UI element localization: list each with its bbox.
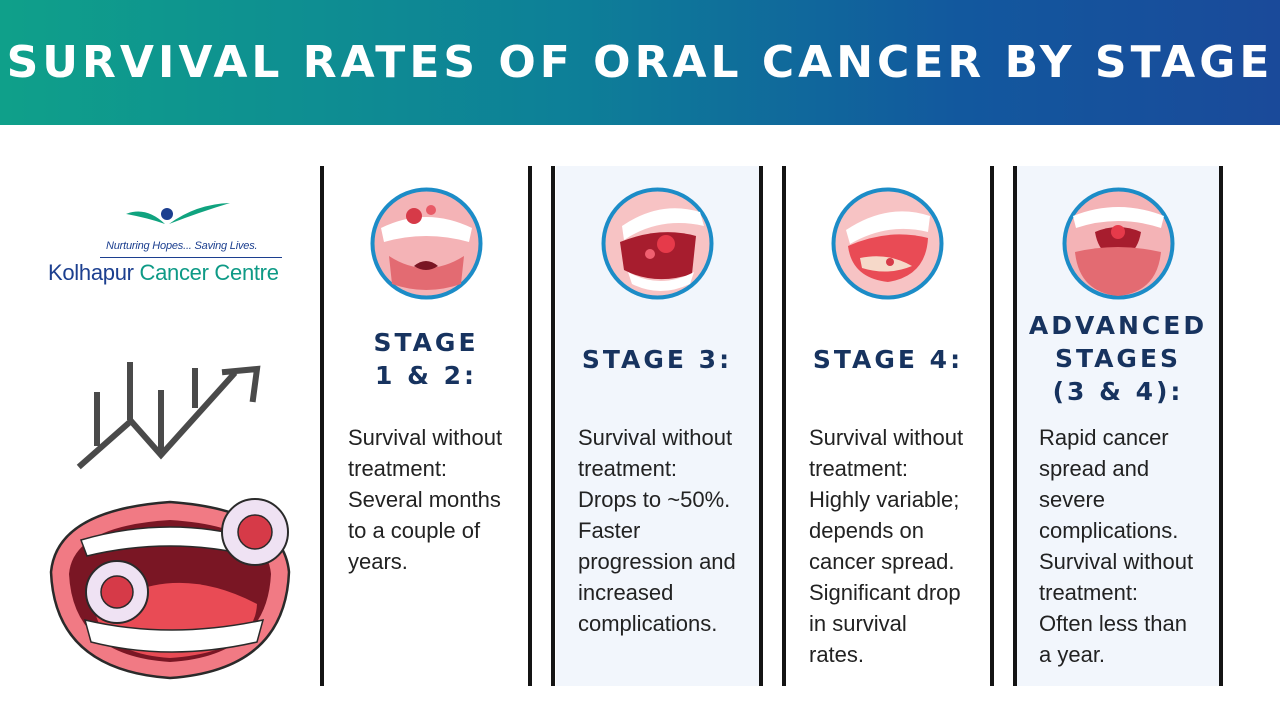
stage-1-2-title: STAGE 1 & 2:: [324, 326, 528, 392]
stage-4-text-line: treatment:: [809, 456, 909, 481]
logo-name-part1: Kolhapur: [48, 260, 140, 285]
stage-1-2-title-line1: STAGE: [373, 328, 479, 357]
advanced-stages-text-line: severe: [1039, 487, 1106, 512]
advanced-stages-title-line3: (3 & 4):: [1052, 377, 1184, 406]
stage-4-text-line: Highly variable;: [809, 487, 960, 512]
advanced-stages-text-line: a year.: [1039, 642, 1106, 667]
stage-3-mouth-icon: [601, 187, 714, 300]
stage-3-title: STAGE 3:: [555, 343, 759, 376]
advanced-stages-text-line: Rapid cancer: [1039, 425, 1169, 450]
stage-3-text-line: Survival without: [578, 425, 733, 450]
stage-3-text-line: Drops to ~50%.: [578, 487, 731, 512]
stage-4-text-line: depends on: [809, 518, 924, 543]
advanced-stages-text-line: Often less than: [1039, 611, 1187, 636]
stage-1-2-text-line: Survival without: [348, 425, 503, 450]
stage-1-2-description: Survival without treatment: Several mont…: [348, 422, 502, 577]
stage-4-description: Survival without treatment: Highly varia…: [809, 422, 963, 670]
kolhapur-cancer-centre-logo: Nurturing Hopes... Saving Lives. Kolhapu…: [48, 198, 293, 288]
stage-3-text-line: progression and: [578, 549, 736, 574]
advanced-stages-text-line: Survival without: [1039, 549, 1194, 574]
page-title: SURVIVAL RATES OF ORAL CANCER BY STAGE: [6, 37, 1274, 88]
advanced-stages-mouth-icon: [1062, 187, 1175, 300]
stage-1-2-text-line: treatment:: [348, 456, 448, 481]
stage-1-2-text-line: to a couple of: [348, 518, 481, 543]
stage-3-text-line: treatment:: [578, 456, 678, 481]
stage-4-mouth-icon: [831, 187, 944, 300]
stage-4-title: STAGE 4:: [786, 343, 990, 376]
divider: [320, 166, 324, 686]
advanced-stages-text-line: complications.: [1039, 518, 1179, 543]
mouth-illustration: [49, 498, 291, 680]
stage-4-text-line: Survival without: [809, 425, 964, 450]
divider: [528, 166, 532, 686]
advanced-stages-text-line: spread and: [1039, 456, 1150, 481]
divider: [551, 166, 555, 686]
advanced-stages-description: Rapid cancer spread and severe complicat…: [1039, 422, 1193, 670]
logo-tagline: Nurturing Hopes... Saving Lives.: [106, 240, 258, 252]
logo-name: Kolhapur Cancer Centre: [48, 260, 279, 286]
stage-4-text-line: Significant drop: [809, 580, 961, 605]
divider: [990, 166, 994, 686]
stage-3-text-line: increased: [578, 580, 674, 605]
stage-3-title-line1: STAGE 3:: [581, 345, 733, 374]
stage-4-text-line: cancer spread.: [809, 549, 955, 574]
divider: [1013, 166, 1017, 686]
stage-1-2-text-line: years.: [348, 549, 408, 574]
stage-3-text-line: complications.: [578, 611, 718, 636]
stage-3-description: Survival without treatment: Drops to ~50…: [578, 422, 736, 639]
trend-arrow-icon: [76, 362, 261, 470]
stage-3-text-line: Faster: [578, 518, 641, 543]
advanced-stages-title: ADVANCED STAGES (3 & 4):: [1016, 309, 1220, 408]
stage-1-2-mouth-icon: [370, 187, 483, 300]
stage-4-title-line1: STAGE 4:: [812, 345, 964, 374]
logo-name-part2: Cancer Centre: [139, 260, 279, 285]
header-banner: SURVIVAL RATES OF ORAL CANCER BY STAGE: [0, 0, 1280, 125]
divider: [1219, 166, 1223, 686]
logo-rule: [100, 257, 282, 258]
stage-4-text-line: in survival: [809, 611, 907, 636]
advanced-stages-text-line: treatment:: [1039, 580, 1139, 605]
advanced-stages-title-line1: ADVANCED: [1028, 311, 1208, 340]
divider: [782, 166, 786, 686]
stage-1-2-title-line2: 1 & 2:: [375, 361, 477, 390]
stage-1-2-text-line: Several months: [348, 487, 501, 512]
advanced-stages-title-line2: STAGES: [1054, 344, 1182, 373]
logo-bird-icon: [126, 203, 230, 224]
divider: [759, 166, 763, 686]
stage-4-text-line: rates.: [809, 642, 865, 667]
